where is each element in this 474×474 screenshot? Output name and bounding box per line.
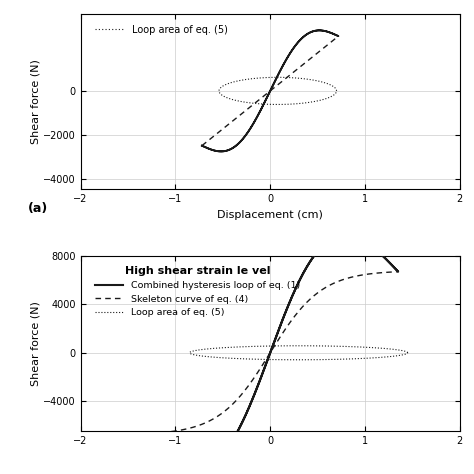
X-axis label: Displacement (cm): Displacement (cm) — [217, 210, 323, 220]
Text: (a): (a) — [27, 202, 48, 215]
Legend: Combined hysteresis loop of eq. (1), Skeleton curve of eq. (4), Loop area of eq.: Combined hysteresis loop of eq. (1), Ske… — [91, 263, 304, 321]
Y-axis label: Shear force (N): Shear force (N) — [30, 301, 40, 386]
Legend: Loop area of eq. (5): Loop area of eq. (5) — [91, 21, 232, 38]
Y-axis label: Shear force (N): Shear force (N) — [30, 59, 40, 144]
